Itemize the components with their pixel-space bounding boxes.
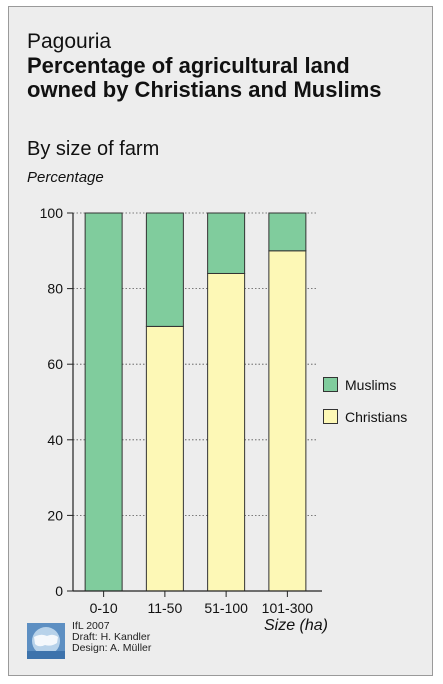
y-tick-label: 100	[40, 205, 64, 221]
y-axis-label: Percentage	[27, 169, 104, 186]
legend-item-christians: Christians	[323, 409, 407, 425]
y-tick-label: 60	[47, 356, 63, 372]
bar-segment-christians	[145, 325, 184, 592]
x-tick-label: 51-100	[204, 600, 248, 616]
institute-logo-icon	[27, 623, 65, 659]
chart-title: Percentage of agricultural land owned by…	[27, 53, 382, 102]
y-tick-label: 80	[47, 281, 63, 297]
credit-lines: IfL 2007 Draft: H. Kandler Design: A. Mü…	[72, 621, 151, 654]
legend-swatch	[323, 377, 338, 392]
bar-segment-muslims	[268, 212, 307, 252]
legend-swatch	[323, 409, 338, 424]
y-tick-label: 0	[55, 583, 63, 599]
x-tick-label: 0-10	[90, 600, 118, 616]
bar-segment-muslims	[207, 212, 246, 274]
bar-segment-muslims	[145, 212, 184, 327]
y-tick-label: 20	[47, 507, 63, 523]
x-tick-label: 11-50	[147, 600, 182, 616]
legend-label: Christians	[345, 409, 408, 425]
place-name: Pagouria	[27, 30, 112, 53]
x-axis-label: Size (ha)	[263, 617, 328, 634]
credit-design: Design: A. Müller	[72, 642, 152, 654]
chart-subtitle: By size of farm	[27, 138, 160, 160]
x-tick-label: 101-300	[262, 600, 314, 616]
credit-institute: IfL 2007	[72, 620, 110, 632]
credit-draft: Draft: H. Kandler	[72, 631, 151, 643]
legend-item-muslims: Muslims	[323, 377, 396, 393]
y-tick-label: 40	[47, 432, 63, 448]
legend-label: Muslims	[345, 377, 397, 393]
bar-segment-christians	[268, 250, 307, 592]
bar-segment-christians	[207, 272, 246, 592]
bar-segment-muslims	[84, 212, 123, 592]
